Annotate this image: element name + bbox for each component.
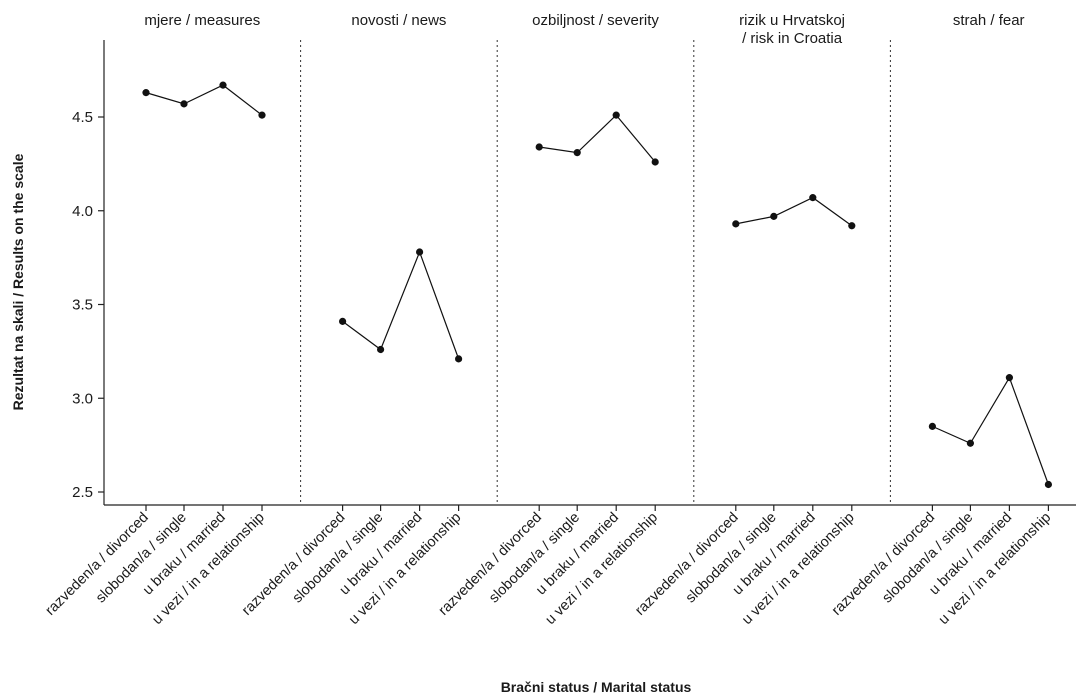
y-tick-label: 3.0	[72, 390, 93, 407]
series-line	[932, 376, 1049, 485]
series-lines	[145, 84, 1049, 485]
data-point	[928, 422, 937, 430]
panel-title-line: strah / fear	[953, 12, 1025, 29]
series-line	[735, 196, 853, 227]
series-line	[342, 250, 460, 360]
panel-title: strah / fear	[953, 12, 1025, 29]
data-point	[573, 149, 581, 157]
panel-title: mjere / measures	[144, 12, 260, 29]
x-axis-title: Bračni status / Marital status	[501, 679, 692, 695]
panel-titles: mjere / measures novosti / news ozbiljnost…	[144, 12, 1024, 47]
panel-title: ozbiljnost / severity	[532, 12, 659, 29]
panel-title-line: ozbiljnost / severity	[532, 12, 659, 29]
data-point	[416, 248, 424, 256]
panel-dividers	[300, 40, 891, 505]
data-point	[651, 158, 659, 166]
y-tick-label: 4.0	[72, 203, 93, 220]
data-point	[966, 439, 975, 447]
series-line	[539, 114, 656, 163]
data-point	[219, 81, 227, 89]
data-point	[455, 355, 463, 363]
data-point	[339, 317, 347, 325]
panel-title-line: / risk in Croatia	[742, 30, 843, 47]
data-point	[258, 111, 266, 119]
data-point	[809, 194, 817, 202]
panel-title: novosti / news	[351, 12, 446, 29]
data-point	[732, 220, 740, 228]
data-point	[180, 100, 188, 108]
series-line	[145, 84, 263, 116]
data-points	[142, 81, 1052, 489]
panel-title: rizik u Hrvatskoj / risk in Croatia	[739, 12, 845, 47]
data-point	[1005, 374, 1014, 382]
panel-title-line: novosti / news	[351, 12, 446, 29]
y-tick-label: 3.5	[72, 297, 93, 314]
panel-title-line: rizik u Hrvatskoj	[739, 12, 845, 29]
data-point	[142, 89, 150, 97]
panel-title-line: mjere / measures	[144, 12, 260, 29]
data-point	[1044, 480, 1052, 489]
data-point	[612, 111, 620, 119]
y-axis-title: Rezultat na skali / Results on the scale	[10, 153, 26, 410]
data-point	[770, 212, 778, 220]
data-point	[848, 222, 856, 230]
data-point	[535, 143, 543, 151]
y-axis: 2.5 3.0 3.5 4.0 4.5	[72, 40, 105, 505]
data-point	[377, 345, 385, 354]
y-tick-label: 4.5	[72, 109, 93, 126]
y-tick-label: 2.5	[72, 484, 93, 501]
